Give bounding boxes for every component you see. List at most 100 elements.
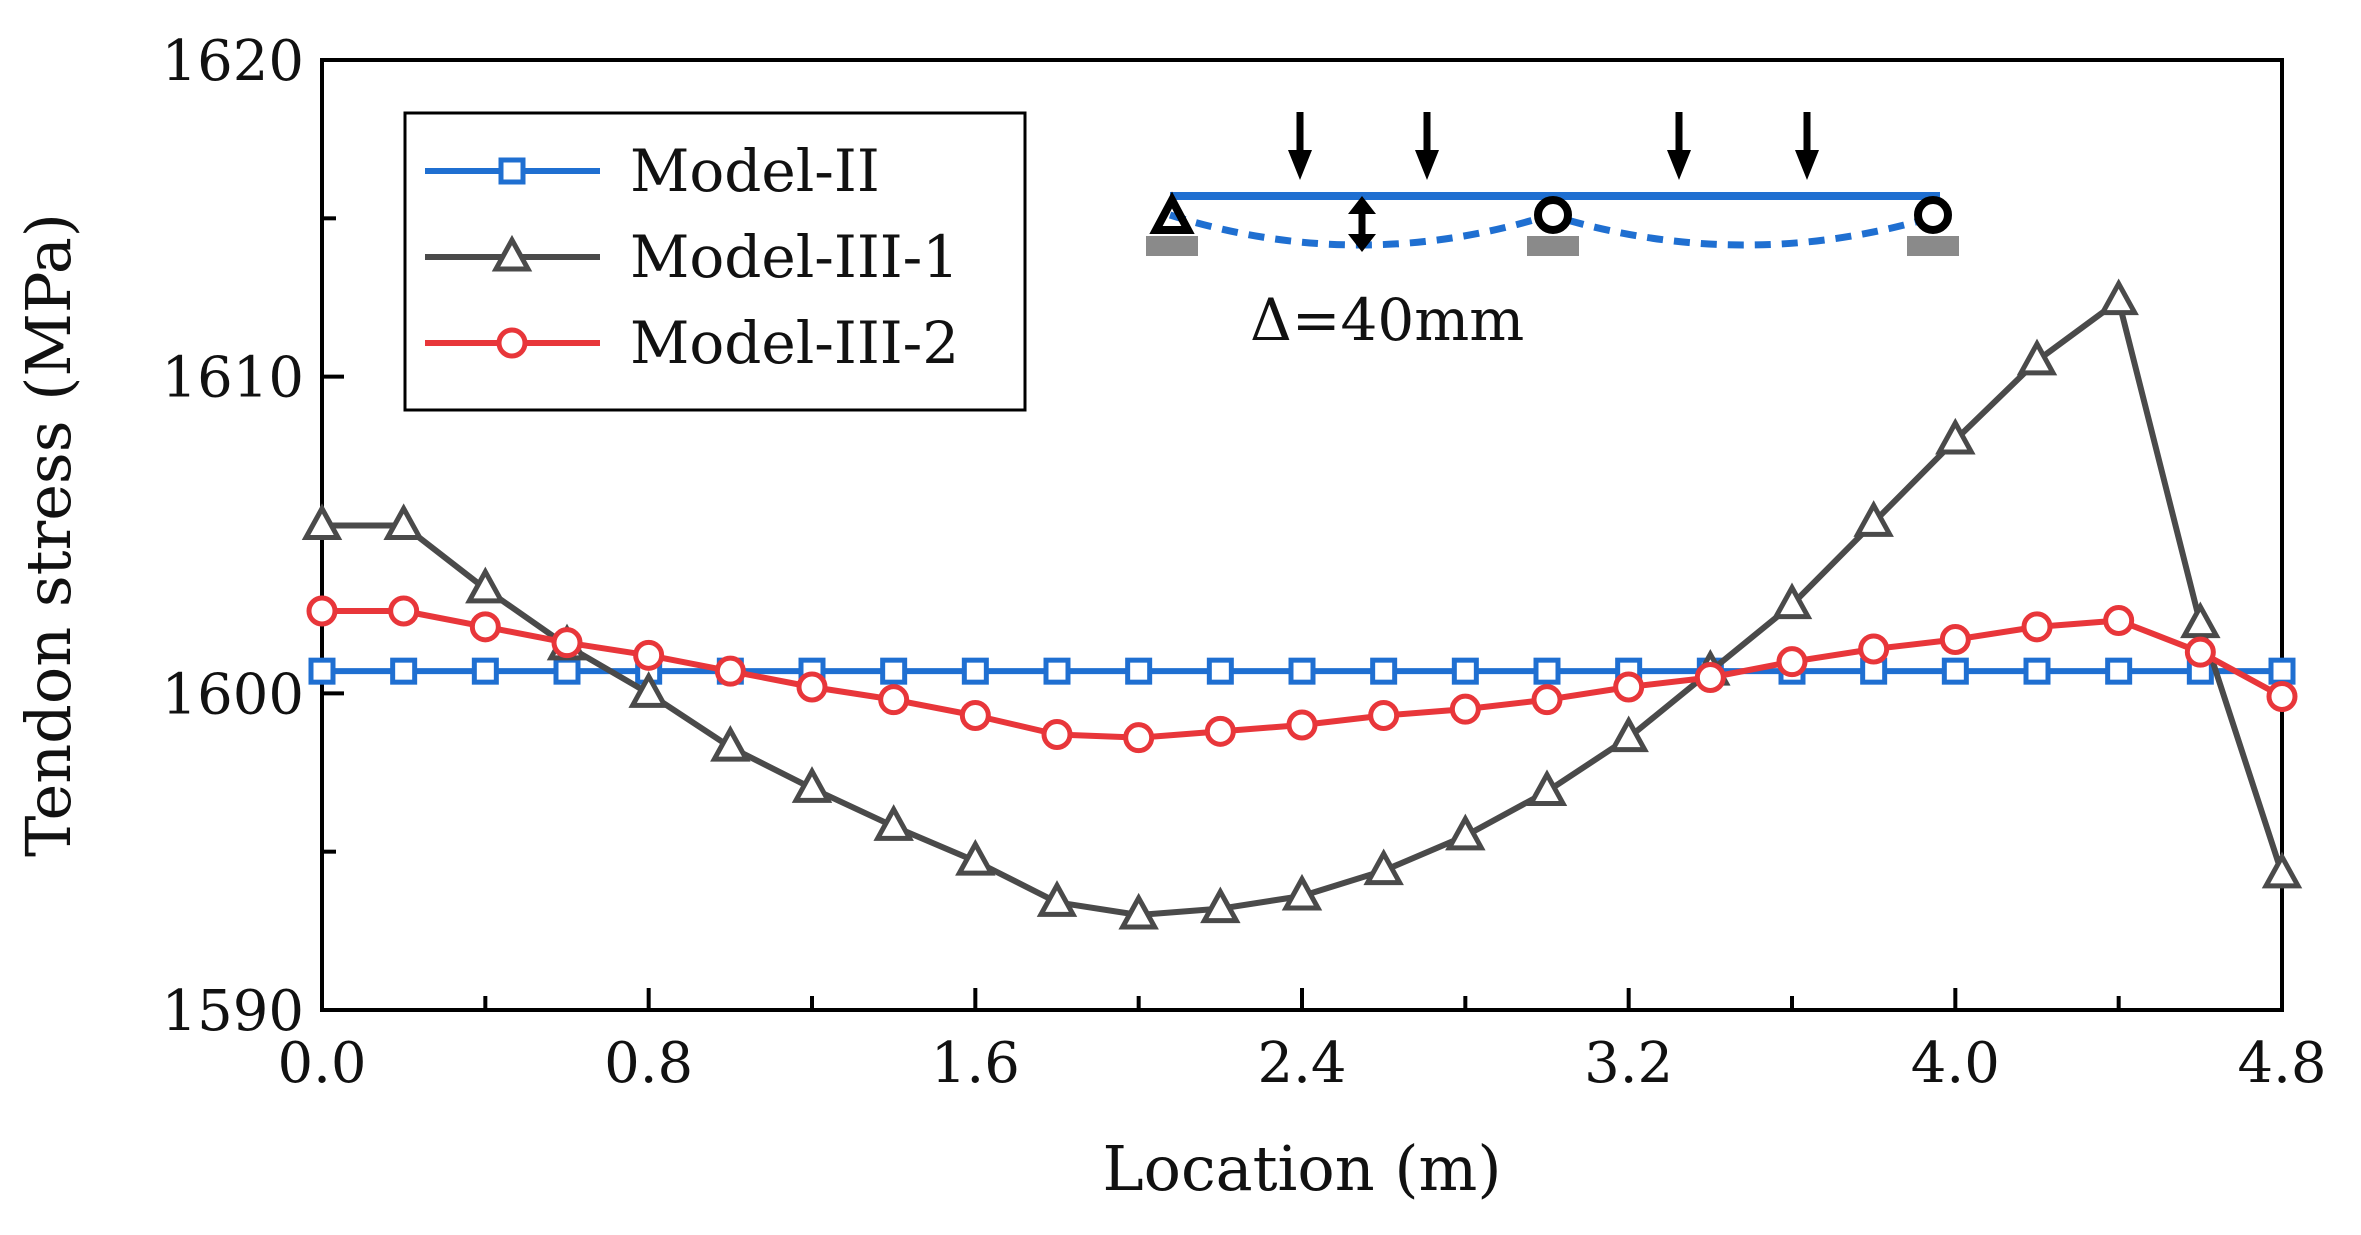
data-point: [1533, 657, 1561, 685]
data-point: [1526, 769, 1568, 806]
y-tick-label: 1620: [161, 29, 304, 94]
data-point: [628, 671, 669, 708]
legend-label: Model-III-2: [630, 309, 959, 377]
data-point: [1445, 813, 1486, 851]
data-point: [1941, 657, 1969, 685]
data-point: [2021, 611, 2053, 643]
load-arrow-icon: [1795, 112, 1819, 180]
data-point: [2105, 657, 2133, 685]
legend-marker: [491, 234, 533, 272]
y-tick-label: 1610: [161, 346, 304, 411]
load-arrow-icon: [1667, 112, 1691, 180]
data-point: [1370, 657, 1398, 685]
data-point: [551, 627, 583, 659]
load-arrow-icon: [1288, 112, 1312, 180]
data-point: [1771, 582, 1813, 620]
data-point: [301, 503, 343, 540]
x-tick-label: 3.2: [1584, 1031, 1673, 1096]
roller-support-icon: [1914, 196, 1952, 234]
data-point: [2266, 681, 2298, 712]
data-point: [633, 639, 665, 671]
y-axis-title: Tendon stress (MPa): [12, 213, 85, 857]
ground-block: [1907, 236, 1959, 256]
data-point: [388, 595, 420, 627]
data-point: [1776, 646, 1808, 678]
data-point: [961, 657, 989, 685]
x-tick-label: 4.0: [1911, 1031, 2000, 1096]
beam-schematic-inset: Δ=40mm: [1146, 112, 1959, 354]
legend-label: Model-III-1: [630, 223, 959, 291]
data-point: [465, 566, 506, 604]
data-point: [2098, 278, 2139, 316]
legend-entry: Model-III-2: [425, 309, 959, 377]
data-point: [390, 657, 418, 685]
data-point: [2261, 851, 2303, 889]
data-point: [1286, 709, 1318, 741]
ground-block: [1146, 236, 1198, 256]
x-tick-label: 0.8: [604, 1031, 693, 1096]
data-point: [2103, 605, 2135, 636]
data-point: [1200, 886, 1241, 924]
data-point: [2268, 657, 2296, 685]
data-point: [796, 671, 828, 703]
y-tick-label: 1600: [161, 662, 304, 727]
data-point: [1368, 700, 1400, 731]
data-point: [710, 724, 751, 762]
roller-support-icon: [1534, 196, 1572, 234]
data-point: [955, 838, 996, 876]
deflection-label: Δ=40mm: [1250, 286, 1524, 354]
pin-support-icon: [1149, 191, 1195, 234]
data-point: [2184, 636, 2216, 668]
data-point: [2016, 338, 2058, 376]
data-point: [1449, 693, 1481, 725]
data-point: [1043, 657, 1071, 685]
legend-label: Model-II: [630, 137, 880, 205]
x-axis-ticks: 0.0 0.8 1.6 2.4 3.2 4.0 4.8: [277, 988, 2327, 1096]
data-point: [873, 804, 914, 841]
data-point: [959, 700, 991, 731]
data-point: [471, 657, 499, 685]
series-model-iii-2: [306, 595, 2298, 754]
data-point: [1118, 892, 1159, 930]
data-point: [1041, 719, 1073, 750]
legend-marker: [496, 327, 528, 359]
data-point: [1939, 624, 1971, 655]
y-axis-ticks: 1590 1600 1610 1620: [161, 29, 344, 1044]
data-point: [1531, 684, 1563, 716]
x-tick-label: 2.4: [1257, 1031, 1346, 1096]
legend-entry: Model-III-1: [425, 223, 959, 291]
x-axis-title: Location (m): [1102, 1132, 1501, 1205]
load-arrow-icon: [1415, 112, 1439, 180]
x-tick-label: 4.8: [2237, 1031, 2326, 1096]
data-point: [2180, 601, 2221, 639]
data-point: [1363, 848, 1404, 886]
data-point: [308, 657, 336, 685]
data-point: [383, 503, 424, 540]
x-tick-label: 1.6: [931, 1031, 1020, 1096]
data-point: [1608, 715, 1649, 753]
data-point: [1694, 662, 1726, 693]
data-point: [1288, 657, 1316, 685]
legend: Model-II Model-III-1 Model-III-2: [403, 111, 1027, 412]
data-point: [878, 684, 910, 716]
data-point: [469, 611, 501, 643]
data-point: [1858, 633, 1890, 665]
data-point: [553, 657, 581, 685]
data-point: [1204, 715, 1236, 747]
data-point: [1281, 873, 1323, 911]
data-point: [1935, 417, 1976, 455]
x-tick-label: 0.0: [277, 1031, 366, 1096]
data-point: [714, 655, 746, 687]
legend-entry: Model-II: [425, 137, 880, 205]
data-point: [1123, 722, 1155, 754]
data-point: [1206, 657, 1234, 685]
legend-marker: [498, 157, 526, 185]
series-model-iii-1: [301, 278, 2303, 930]
data-point: [1613, 671, 1645, 703]
data-point: [1036, 880, 1078, 917]
data-point: [880, 657, 908, 685]
data-point: [1853, 500, 1894, 537]
series-layer: [301, 278, 2303, 930]
legend-items: Model-II Model-III-1 Model-III-2: [425, 137, 959, 377]
